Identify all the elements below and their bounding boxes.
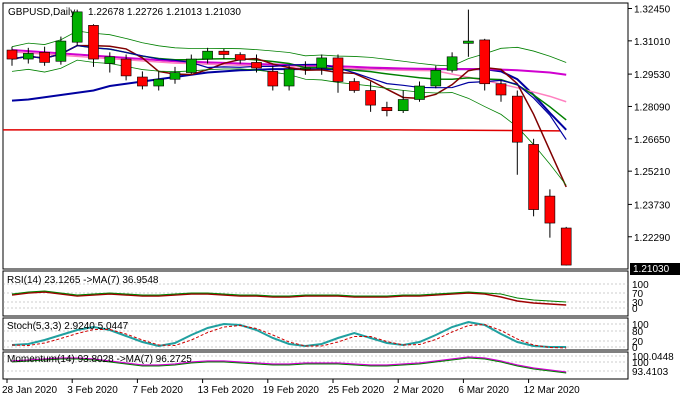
candle-body [381, 107, 393, 112]
candle-body [218, 50, 230, 55]
candle-body [88, 25, 99, 60]
osc-tick-label: 0 [632, 343, 638, 354]
candle-body [365, 90, 376, 106]
osc-tick-label: 80 [632, 327, 644, 338]
date-tick-label: 7 Feb 2020 [132, 385, 183, 396]
date-tick-label: 12 Mar 2020 [524, 385, 581, 396]
candle-body [104, 56, 116, 64]
osc-tick-label: 100 [632, 280, 649, 291]
candle-body [186, 58, 197, 73]
candle-body [169, 72, 181, 80]
candle-body [120, 58, 132, 77]
date-tick-label: 6 Mar 2020 [458, 385, 509, 396]
rsi-line [11, 291, 567, 306]
price-tick-label: 1.26650 [634, 135, 671, 146]
candle-body [6, 49, 18, 60]
momentum-line [11, 356, 567, 373]
price-tick-label: 1.22290 [634, 233, 671, 244]
osc-tick-label: 70 [632, 289, 644, 300]
osc-tick-label: 100 [632, 358, 649, 369]
rsi-ma-line [11, 290, 567, 303]
ma-fast-navy-line [11, 44, 567, 140]
momentum-ma-line [11, 357, 567, 374]
current-price-label: 1.21030 [633, 264, 670, 275]
price-tick-label: 1.29530 [634, 70, 671, 81]
candle-body [55, 40, 67, 62]
price-tick-label: 1.31010 [634, 37, 671, 48]
candle-body [511, 95, 523, 143]
candle-body [153, 78, 164, 87]
price-tick-label: 1.32450 [634, 4, 671, 15]
candle-body [479, 39, 491, 85]
date-tick-label: 2 Mar 2020 [393, 385, 444, 396]
candle-body [39, 52, 50, 63]
ma-long-red-line [3, 129, 561, 132]
date-tick-label: 28 Jan 2020 [2, 385, 57, 396]
osc-tick-label: 0 [632, 304, 638, 315]
candle-body [316, 57, 328, 69]
candle-body [495, 83, 507, 96]
osc-tick-label: 30 [632, 298, 644, 309]
candle-body [332, 57, 344, 82]
candle-body [414, 85, 425, 100]
price-tick-label: 1.25210 [634, 167, 671, 178]
ohlc-readout: 1.22678 1.22726 1.21013 1.21030 [88, 7, 241, 18]
candle-body [446, 56, 458, 71]
symbol-timeframe: GBPUSD,Daily [8, 7, 75, 18]
stoch-header: Stoch(5,3,3) 2.9240 5.0447 [7, 321, 129, 332]
stoch-panel-frame [2, 317, 629, 351]
osc-tick-label: 100.0448 [632, 352, 674, 363]
current-price-tag [630, 263, 680, 275]
candle-body [348, 81, 360, 91]
candle-body [560, 227, 572, 266]
candle-body [544, 195, 556, 224]
date-tick-label: 13 Feb 2020 [198, 385, 255, 396]
price-axis: 1.32450 1.31010 1.29530 1.28090 1.26650 1.252… [628, 4, 671, 244]
date-tick-label: 25 Feb 2020 [328, 385, 385, 396]
main-panel-frame [2, 2, 629, 270]
candle-body [137, 76, 148, 87]
candle-body [300, 67, 311, 70]
candle-body [267, 71, 279, 87]
momentum-header: Momentum(14) 93.8028 ->MA(7) 96.2725 [7, 354, 192, 365]
stoch-k-line [11, 320, 567, 348]
candle-body [283, 68, 295, 87]
date-axis: 28 Jan 2020 3 Feb 2020 7 Feb 2020 13 Feb 20… [2, 379, 580, 396]
date-tick-label: 3 Feb 2020 [67, 385, 118, 396]
candle-body [463, 40, 474, 44]
candle-body [528, 144, 539, 210]
candle-body [202, 50, 213, 60]
osc-tick-label: 100 [632, 320, 649, 331]
candle-body [251, 62, 262, 69]
price-tick-label: 1.23730 [634, 200, 671, 211]
momentum-panel-frame [2, 351, 629, 380]
candle-body [397, 99, 409, 112]
candle-body [22, 53, 34, 60]
candles-layer [6, 9, 572, 266]
osc-tick-label: 93.4103 [632, 367, 669, 378]
osc-tick-label: 20 [632, 337, 644, 348]
candle-body [234, 54, 246, 61]
rsi-header: RSI(14) 23.1265 ->MA(7) 36.9548 [7, 275, 159, 286]
candle-body [430, 69, 442, 87]
price-tick-label: 1.28090 [634, 102, 671, 113]
bollinger-upper [11, 30, 567, 67]
date-tick-label: 19 Feb 2020 [263, 385, 320, 396]
candle-body [71, 11, 83, 43]
